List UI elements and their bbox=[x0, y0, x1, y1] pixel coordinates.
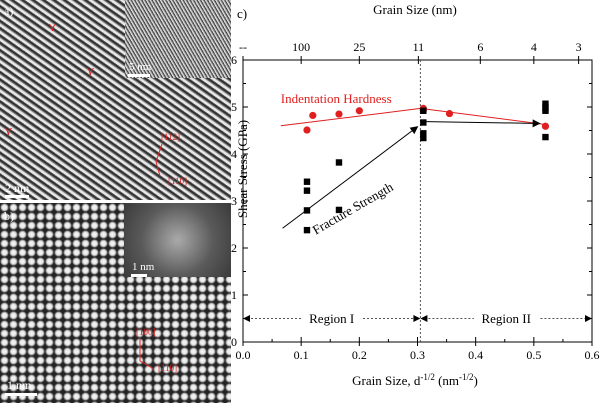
strength-point bbox=[303, 187, 311, 194]
trend-line bbox=[420, 107, 549, 126]
x-tick-label: 0.3 bbox=[410, 348, 425, 362]
region-label: Region II bbox=[481, 311, 530, 326]
x-tick-label: 0.6 bbox=[585, 348, 600, 362]
top-axis-title: Grain Size (nm) bbox=[373, 2, 457, 17]
region-label-bg bbox=[302, 310, 361, 327]
strength-point bbox=[303, 178, 311, 185]
y-tick-label: 3 bbox=[231, 194, 237, 208]
x-tick-label: 0.5 bbox=[526, 348, 541, 362]
region-arrow-left bbox=[420, 315, 428, 322]
y-tick-label: 4 bbox=[231, 147, 237, 161]
panel-label-b: b) bbox=[4, 209, 14, 223]
region-arrow-left bbox=[243, 315, 250, 322]
micrograph-panel-b: 1 nm b) [100] [110] 1 nm bbox=[0, 203, 231, 403]
hardness-point bbox=[335, 110, 343, 118]
series-annotation: Fracture Strength bbox=[310, 179, 396, 238]
hardness-point bbox=[309, 111, 317, 120]
x-tick-label: 0.0 bbox=[236, 348, 251, 362]
y-tick-label: 2 bbox=[231, 241, 237, 255]
panel-label-c: c) bbox=[237, 6, 247, 21]
trend-line bbox=[280, 107, 421, 127]
strength-point bbox=[303, 226, 311, 234]
strength-point bbox=[420, 107, 427, 114]
y-tick-label: 1 bbox=[231, 288, 237, 302]
inset-image-b bbox=[124, 203, 231, 277]
direction-label-a2: [110] bbox=[168, 176, 188, 186]
strength-point bbox=[420, 130, 427, 137]
y-tick-label: 6 bbox=[231, 53, 237, 67]
top-tick-label: 6 bbox=[477, 40, 483, 54]
region-arrow-right bbox=[413, 315, 421, 322]
top-tick-label: 4 bbox=[531, 40, 537, 54]
x-tick-label: 0.4 bbox=[468, 348, 483, 362]
defect-marker-3: ⋎ bbox=[4, 124, 13, 138]
hardness-point bbox=[355, 107, 363, 115]
top-tick-label: 25 bbox=[353, 40, 365, 54]
defect-marker-1: ⋎ bbox=[48, 20, 57, 34]
defect-marker-2: ⋎ bbox=[86, 64, 95, 78]
inset-scale-bar-b bbox=[131, 274, 147, 277]
top-tick-label: 3 bbox=[576, 40, 582, 54]
scale-label-a: 2 nm bbox=[5, 181, 30, 195]
direction-label-a1: [112] bbox=[161, 132, 181, 142]
strength-point bbox=[335, 159, 343, 166]
inset-scale-label-a: 5 nm bbox=[129, 61, 152, 73]
inset-image-a bbox=[125, 0, 231, 78]
strength-point bbox=[303, 207, 311, 214]
region-label-bg bbox=[473, 310, 539, 327]
y-tick-label: 5 bbox=[231, 100, 237, 114]
direction-arrows-a bbox=[155, 143, 163, 177]
y-tick-label: 0 bbox=[231, 335, 237, 349]
strength-point bbox=[542, 133, 549, 141]
strength-point bbox=[542, 100, 549, 107]
hardness-point bbox=[303, 126, 311, 134]
scale-bar-b bbox=[5, 393, 37, 396]
strength-point bbox=[420, 134, 427, 142]
top-tick-label: -- bbox=[239, 40, 247, 54]
x-tick-label: 0.2 bbox=[352, 348, 367, 362]
region-label: Region I bbox=[309, 311, 354, 326]
direction-arrows-b bbox=[139, 339, 155, 370]
scale-label-b: 1 nm bbox=[7, 378, 32, 392]
direction-label-b2: [110] bbox=[158, 363, 178, 373]
top-tick-label: 100 bbox=[292, 40, 310, 54]
x-tick-label: 0.1 bbox=[294, 348, 309, 362]
strength-point bbox=[542, 107, 549, 114]
scale-bar-a bbox=[5, 195, 29, 198]
shear-stress-chart: c) Grain Size (nm) Shear Stress (GPa) Gr… bbox=[231, 2, 600, 388]
strength-point bbox=[542, 104, 549, 111]
top-tick-label: 11 bbox=[413, 40, 425, 54]
inset-scale-label-b: 1 nm bbox=[132, 261, 155, 273]
region-arrow-right bbox=[585, 315, 592, 322]
panel-label-a: a) bbox=[4, 4, 14, 18]
hardness-point bbox=[445, 109, 454, 118]
hardness-point bbox=[541, 122, 550, 130]
inset-scale-bar-a bbox=[128, 74, 150, 77]
series-annotation: Indentation Hardness bbox=[281, 91, 392, 106]
micrograph-panel-a: 5 nm a) ⋎ ⋎ ⋎ [112] [110] 2 nm bbox=[0, 0, 231, 200]
direction-label-b1: [100] bbox=[136, 327, 156, 337]
trend-line bbox=[426, 119, 541, 128]
strength-point bbox=[335, 206, 343, 214]
x-axis-title: Grain Size, d-1/2 (nm-1/2) bbox=[352, 372, 478, 388]
strength-point bbox=[420, 119, 427, 126]
